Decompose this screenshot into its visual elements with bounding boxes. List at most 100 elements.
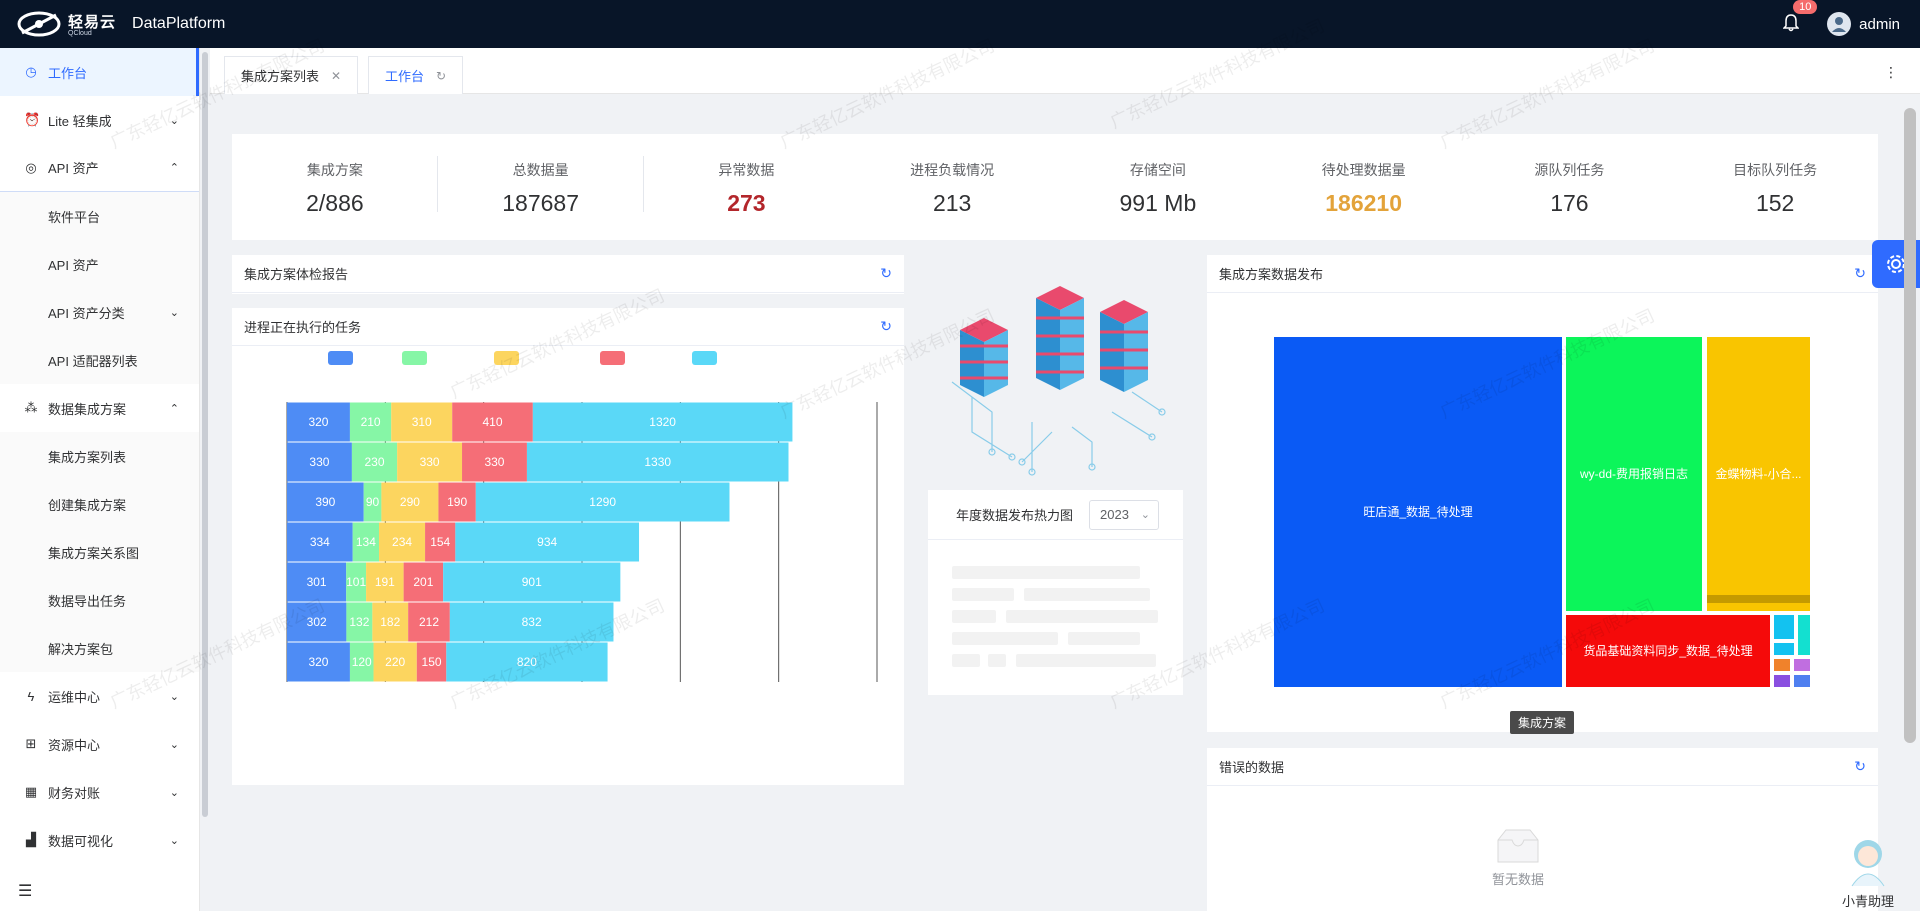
skeleton-line <box>952 610 996 623</box>
main-scrollbar[interactable] <box>1904 108 1916 743</box>
legend-swatch <box>328 351 353 365</box>
sidebar-item-api-assets[interactable]: ◎ API 资产 ⌃ <box>0 144 199 192</box>
sidebar-item-label: 创建集成方案 <box>48 497 127 513</box>
bar-data-label: 330 <box>309 455 329 469</box>
tab-workbench[interactable]: 工作台 ↻ <box>368 56 464 94</box>
treemap-tile <box>1774 615 1794 639</box>
treemap-tooltip: 集成方案 <box>1510 711 1575 734</box>
sidebar-item-plan-graph[interactable]: 集成方案关系图 <box>0 528 199 576</box>
lightning-icon: ϟ <box>27 688 35 704</box>
sidebar-item-resources[interactable]: ⊞ 资源中心 ⌄ <box>0 720 199 768</box>
sidebar-item-ops[interactable]: ϟ 运维中心 ⌄ <box>0 672 199 720</box>
stat-value: 176 <box>1550 190 1589 216</box>
sidebar-item-create-plan[interactable]: 创建集成方案 <box>0 480 199 528</box>
treemap-tile <box>1566 615 1770 687</box>
refresh-icon[interactable]: ↻ <box>1854 758 1866 774</box>
stat-label: 进程负载情况 <box>910 162 995 178</box>
sidebar-item-finance[interactable]: ▦ 财务对账 ⌄ <box>0 768 199 816</box>
bar-segment <box>346 602 373 642</box>
bar-data-label: 330 <box>484 455 504 469</box>
bar-segment <box>475 482 730 522</box>
refresh-icon[interactable]: ↻ <box>880 318 892 334</box>
sidebar-item-workbench[interactable]: ◷ 工作台 <box>0 48 199 96</box>
close-icon[interactable]: ✕ <box>331 68 342 83</box>
bar-segment <box>408 602 450 642</box>
sidebar-item-label: 工作台 <box>48 65 88 81</box>
sidebar-item-label: 数据可视化 <box>48 833 114 849</box>
bar-data-label: 150 <box>422 655 442 669</box>
refresh-icon[interactable]: ↻ <box>1854 265 1866 281</box>
stat-label: 异常数据 <box>718 162 775 178</box>
stat-plans: 集成方案 2/886 <box>232 134 438 240</box>
panel-header: 集成方案体检报告 ↻ <box>232 255 904 293</box>
distribution-treemap: 旺店通_数据_待处理 wy-dd-费用报销日志 金蝶物料-小合... 货品基础资料同步… <box>1274 337 1810 687</box>
bar-data-label: 301 <box>307 575 327 589</box>
sidebar-item-plan-list[interactable]: 集成方案列表 <box>0 432 199 480</box>
more-vertical-icon[interactable]: ⋮ <box>1884 64 1898 80</box>
bar-data-label: 134 <box>356 535 376 549</box>
logo[interactable]: 轻易云 QCloud <box>16 9 116 39</box>
compass-icon: ◎ <box>25 159 37 175</box>
bar-data-label: 290 <box>400 495 420 509</box>
username[interactable]: admin <box>1859 15 1900 33</box>
refresh-icon[interactable]: ↻ <box>880 265 892 281</box>
empty-text: 暂无数据 <box>1491 872 1544 887</box>
sidebar-item-api-category[interactable]: API 资产分类 ⌄ <box>0 288 199 336</box>
bar-segment <box>349 642 374 682</box>
tab-plan-list[interactable]: 集成方案列表 ✕ <box>224 56 359 94</box>
treemap-tile <box>1798 615 1810 655</box>
sidebar-item-label: API 资产 <box>48 161 99 176</box>
treemap-tile <box>1794 659 1810 671</box>
bar-segment <box>455 522 640 562</box>
stat-pending: 待处理数据量 186210 <box>1261 134 1467 240</box>
legend-swatch <box>600 351 625 365</box>
server-illustration <box>951 286 1166 476</box>
sidebar-item-label: 资源中心 <box>48 737 101 753</box>
sidebar-item-solution-packs[interactable]: 解决方案包 <box>0 624 199 672</box>
chevron-up-icon: ⌃ <box>169 162 179 174</box>
notification-bell[interactable]: 10 <box>1782 0 1818 34</box>
bar-data-label: 390 <box>315 495 335 509</box>
sidebar-item-software-platform[interactable]: 软件平台 <box>0 192 199 240</box>
bar-data-label: 101 <box>346 575 366 589</box>
bar-segment <box>346 562 367 602</box>
treemap-tile <box>1774 643 1794 655</box>
bar-segment <box>416 642 447 682</box>
treemap-tile <box>1794 675 1810 687</box>
avatar-icon <box>1832 17 1847 32</box>
bar-segment <box>366 562 404 602</box>
collapse-menu-icon[interactable]: ☰ <box>18 883 33 900</box>
year-select[interactable]: 2023 ⌄ <box>1089 499 1160 530</box>
treemap-tile <box>1707 595 1810 603</box>
sidebar-scrollbar[interactable] <box>202 52 208 817</box>
sidebar-item-api-asset[interactable]: API 资产 <box>0 240 199 288</box>
server-stack-2 <box>1036 286 1084 390</box>
bar-segment <box>363 482 382 522</box>
stat-label: 存储空间 <box>1129 162 1186 178</box>
sidebar-item-export-tasks[interactable]: 数据导出任务 <box>0 576 199 624</box>
skeleton-line <box>952 566 1140 579</box>
stat-source-queue: 源队列任务 176 <box>1467 134 1673 240</box>
stat-target-queue: 目标队列任务 152 <box>1672 134 1878 240</box>
treemap-tile <box>1274 337 1562 687</box>
sidebar-item-label: 财务对账 <box>48 785 101 801</box>
user-avatar[interactable] <box>1827 12 1852 36</box>
bar-data-label: 832 <box>522 615 542 629</box>
bar-data-label: 234 <box>392 535 412 549</box>
server-stack-1 <box>960 318 1008 397</box>
bar-segment <box>443 562 621 602</box>
sidebar-item-lite[interactable]: ⏰ Lite 轻集成 ⌄ <box>0 96 199 144</box>
assistant-button[interactable]: 小青助理 <box>1828 832 1908 910</box>
sidebar-item-visual[interactable]: ▟ 数据可视化 ⌄ <box>0 816 199 864</box>
sidebar-item-integration[interactable]: ⁂ 数据集成方案 ⌃ <box>0 384 199 432</box>
bar-data-label: 320 <box>308 415 328 429</box>
chevron-down-icon: ⌄ <box>169 306 179 319</box>
sidebar-item-label: API 适配器列表 <box>48 353 138 369</box>
bar-data-label: 934 <box>537 535 557 549</box>
bar-segment <box>287 482 364 522</box>
sidebar-item-api-adapters[interactable]: API 适配器列表 <box>0 336 199 384</box>
treemap-tile-label: 金蝶物料-小合... <box>1716 466 1802 481</box>
bar-segment <box>287 522 353 562</box>
chevron-down-icon: ⌄ <box>1140 509 1151 521</box>
refresh-icon[interactable]: ↻ <box>436 68 447 83</box>
